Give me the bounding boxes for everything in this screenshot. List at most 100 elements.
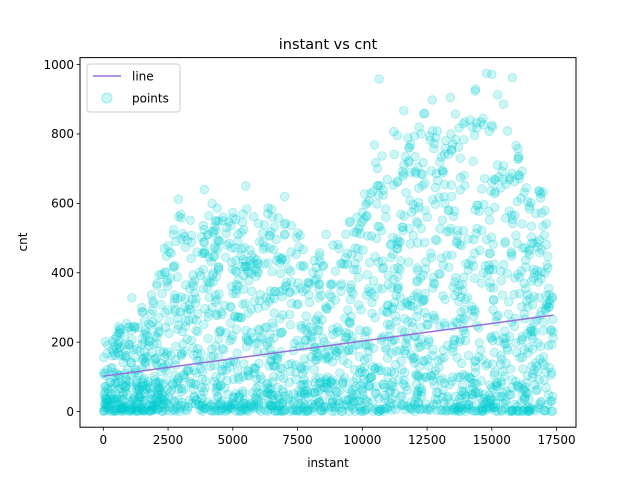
scatter-point [444, 226, 455, 236]
scatter-point [487, 177, 497, 187]
scatter-point [245, 399, 256, 409]
scatter-point [204, 252, 214, 262]
scatter-point [396, 301, 407, 311]
scatter-point [544, 302, 554, 312]
scatter-point [313, 311, 324, 321]
scatter-point [374, 406, 384, 416]
scatter-point [314, 293, 324, 303]
scatter-point [167, 378, 178, 389]
scatter-point [127, 404, 137, 415]
scatter-point [278, 397, 288, 408]
scatter-point [376, 404, 386, 415]
scatter-point [353, 396, 363, 406]
scatter-point [286, 359, 297, 369]
scatter-point [239, 404, 249, 414]
scatter-point [343, 384, 353, 394]
scatter-point [408, 322, 418, 332]
scatter-point [492, 377, 502, 388]
scatter-point [392, 284, 403, 294]
scatter-point [131, 378, 142, 388]
scatter-point [177, 228, 188, 239]
scatter-point [508, 218, 518, 229]
scatter-point [397, 222, 407, 232]
scatter-point [363, 326, 373, 336]
scatter-point [490, 202, 500, 213]
scatter-point [194, 267, 205, 277]
scatter-point [265, 336, 275, 347]
y-axis-label: cnt [16, 232, 30, 251]
scatter-point [152, 332, 162, 342]
x-axis-label: instant [307, 456, 349, 470]
scatter-point [500, 403, 511, 414]
scatter-point [338, 355, 348, 366]
scatter-point [111, 343, 122, 354]
scatter-point [426, 253, 437, 263]
scatter-point [118, 394, 128, 404]
scatter-point [511, 140, 521, 151]
scatter-point [516, 336, 527, 346]
scatter-point [299, 354, 310, 364]
scatter-point [152, 377, 163, 388]
scatter-point [331, 386, 341, 396]
y-tick-label: 1000 [43, 58, 74, 72]
scatter-point [126, 396, 136, 407]
scatter-point [175, 406, 185, 416]
scatter-point [263, 258, 273, 268]
scatter-point [419, 294, 429, 304]
scatter-point [311, 355, 322, 365]
scatter-point [347, 332, 358, 342]
scatter-point [173, 378, 184, 388]
scatter-point [435, 269, 445, 279]
scatter-point [543, 302, 554, 312]
scatter-point [244, 406, 254, 416]
scatter-point [98, 406, 109, 416]
scatter-point [482, 270, 493, 280]
scatter-point [350, 258, 360, 269]
scatter-point [191, 395, 202, 406]
scatter-point [388, 180, 399, 190]
scatter-point [534, 293, 544, 303]
scatter-point [177, 397, 187, 408]
scatter-point [301, 406, 312, 416]
scatter-point [188, 350, 199, 360]
scatter-point [173, 320, 183, 330]
scatter-point [518, 406, 528, 416]
scatter-point [419, 295, 429, 305]
scatter-point [486, 333, 496, 343]
scatter-point [401, 187, 411, 198]
scatter-point [309, 387, 320, 398]
scatter-point [484, 215, 495, 225]
scatter-point [362, 397, 373, 407]
scatter-point [477, 354, 488, 365]
legend-points-swatch [101, 92, 113, 104]
scatter-point [299, 404, 309, 414]
scatter-point [310, 276, 320, 286]
scatter-point [190, 379, 201, 390]
scatter-point [253, 268, 263, 278]
scatter-point [227, 397, 237, 408]
scatter-point [417, 180, 428, 191]
scatter-point [148, 398, 159, 409]
scatter-point [511, 376, 521, 387]
scatter-point [119, 331, 129, 341]
scatter-point [266, 204, 277, 214]
scatter-point [378, 379, 389, 390]
scatter-point [254, 358, 264, 369]
scatter-point [168, 224, 179, 235]
scatter-point [360, 189, 370, 199]
scatter-point [238, 398, 249, 408]
x-tick-label: 7500 [282, 433, 313, 447]
scatter-point [315, 256, 325, 267]
scatter-point [430, 199, 441, 210]
scatter-point [386, 348, 397, 358]
scatter-point [327, 379, 338, 390]
scatter-point [435, 375, 446, 386]
scatter-point [511, 230, 521, 241]
scatter-point [107, 351, 117, 361]
scatter-point [499, 338, 509, 349]
scatter-point [327, 357, 338, 367]
scatter-point [383, 395, 393, 406]
scatter-point [458, 386, 469, 397]
scatter-point [348, 345, 358, 355]
scatter-point [371, 381, 382, 392]
